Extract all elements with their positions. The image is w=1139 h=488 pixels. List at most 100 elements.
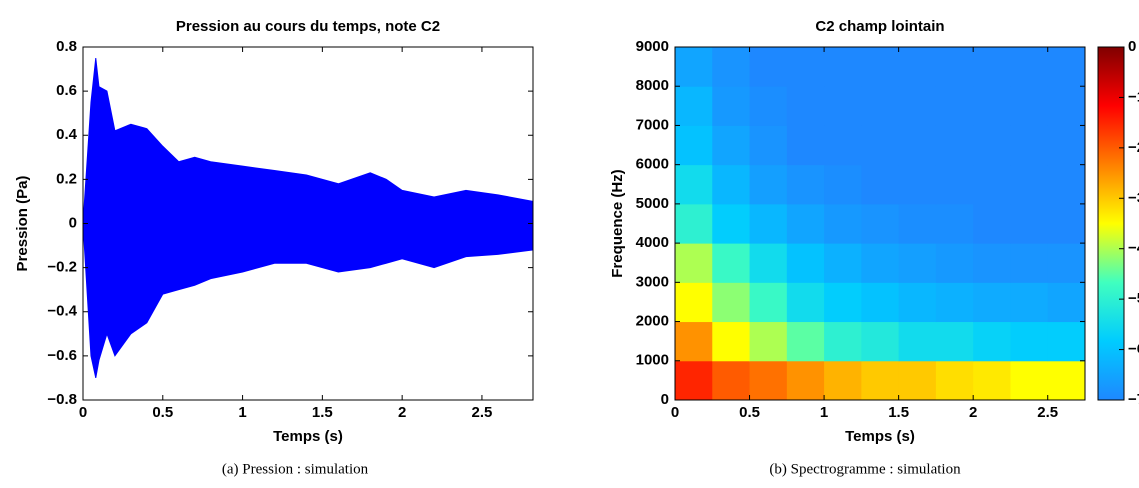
heat-cell	[935, 243, 974, 283]
x-tick-label: 2	[398, 404, 406, 421]
y-tick-label: 0	[69, 214, 77, 231]
heat-cell	[898, 321, 937, 362]
heat-cell	[898, 243, 937, 283]
heat-cell	[786, 282, 825, 323]
colorbar-tick-label: −40	[1128, 240, 1139, 257]
heat-cell	[861, 47, 900, 87]
heat-cell	[675, 360, 713, 401]
heat-cell	[1047, 321, 1086, 362]
heat-cell	[786, 125, 825, 166]
heat-cell	[935, 86, 974, 126]
heat-cell	[973, 203, 1011, 244]
heat-cell	[675, 125, 713, 166]
heat-cell	[824, 164, 862, 205]
heat-cell	[1010, 321, 1049, 362]
heat-cell	[973, 47, 1011, 87]
waveform-envelope	[82, 57, 534, 224]
heat-cell	[675, 282, 713, 323]
heat-cell	[898, 47, 937, 87]
y-tick-label: 0.8	[56, 38, 77, 55]
colorbar-tick-label: −20	[1128, 139, 1139, 156]
heat-cell	[1047, 86, 1086, 126]
heat-cell	[749, 321, 788, 362]
caption: (b) Spectrogramme : simulation	[769, 461, 961, 477]
x-tick-label: 0	[671, 404, 679, 421]
heat-cell	[861, 203, 900, 244]
heat-cell	[935, 164, 974, 205]
x-axis-label: Temps (s)	[845, 428, 915, 445]
heat-cell	[786, 321, 825, 362]
y-tick-label: −0.4	[47, 303, 77, 320]
heat-cell	[824, 86, 862, 126]
y-axis-label: Pression (Pa)	[14, 176, 31, 272]
heat-cell	[1047, 47, 1086, 87]
x-tick-label: 1	[820, 404, 828, 421]
heat-cell	[824, 321, 862, 362]
heat-cell	[675, 321, 713, 362]
heat-cell	[749, 164, 788, 205]
heat-cell	[749, 125, 788, 166]
heat-cell	[935, 203, 974, 244]
heat-cell	[973, 125, 1011, 166]
heat-cell	[712, 125, 751, 166]
x-tick-label: 1.5	[888, 404, 909, 421]
x-tick-label: 1.5	[312, 404, 333, 421]
y-tick-label: 8000	[636, 77, 669, 94]
heat-cell	[898, 203, 937, 244]
heat-cell	[749, 282, 788, 323]
x-tick-label: 2.5	[472, 404, 493, 421]
heat-cell	[824, 125, 862, 166]
heat-cell	[1047, 282, 1086, 323]
heat-cell	[749, 86, 788, 126]
heat-cell	[973, 360, 1011, 401]
colorbar-tick-label: 0	[1128, 38, 1136, 55]
heat-cell	[935, 321, 974, 362]
heat-cell	[935, 360, 974, 401]
heat-cell	[973, 164, 1011, 205]
heat-cell	[973, 86, 1011, 126]
y-tick-label: −0.6	[47, 347, 77, 364]
heat-cell	[786, 86, 825, 126]
heat-cell	[898, 125, 937, 166]
heat-cell	[861, 164, 900, 205]
heat-cell	[824, 360, 862, 401]
x-tick-label: 2	[969, 404, 977, 421]
heat-cell	[712, 282, 751, 323]
heat-cell	[1047, 243, 1086, 283]
heat-cell	[675, 47, 713, 87]
x-tick-label: 1	[238, 404, 246, 421]
heat-cell	[898, 282, 937, 323]
heat-cell	[675, 86, 713, 126]
heat-cell	[1010, 203, 1049, 244]
heat-cell	[712, 321, 751, 362]
caption: (a) Pression : simulation	[222, 461, 369, 477]
heat-cell	[824, 47, 862, 87]
y-tick-label: 2000	[636, 313, 669, 330]
heat-cell	[712, 47, 751, 87]
heat-cell	[786, 360, 825, 401]
x-axis-label: Temps (s)	[273, 428, 343, 445]
plot-frame	[674, 46, 1086, 401]
heat-cell	[1010, 282, 1049, 323]
heat-cell	[712, 164, 751, 205]
heat-cell	[712, 243, 751, 283]
heat-cell	[1010, 243, 1049, 283]
heat-cell	[675, 203, 713, 244]
heat-cell	[675, 164, 713, 205]
y-tick-label: 0.4	[56, 126, 78, 143]
y-tick-label: 3000	[636, 273, 669, 290]
heat-cell	[861, 243, 900, 283]
heat-cell	[935, 282, 974, 323]
y-tick-label: 7000	[636, 116, 669, 133]
colorbar	[1097, 46, 1125, 401]
heat-cell	[861, 125, 900, 166]
heat-cell	[749, 243, 788, 283]
waveform-envelope	[82, 223, 534, 379]
chart-title: C2 champ lointain	[815, 18, 944, 35]
heat-cell	[1047, 125, 1086, 166]
heat-cell	[749, 360, 788, 401]
colorbar-tick-label: −30	[1128, 189, 1139, 206]
heat-cell	[935, 125, 974, 166]
heat-cell	[973, 282, 1011, 323]
